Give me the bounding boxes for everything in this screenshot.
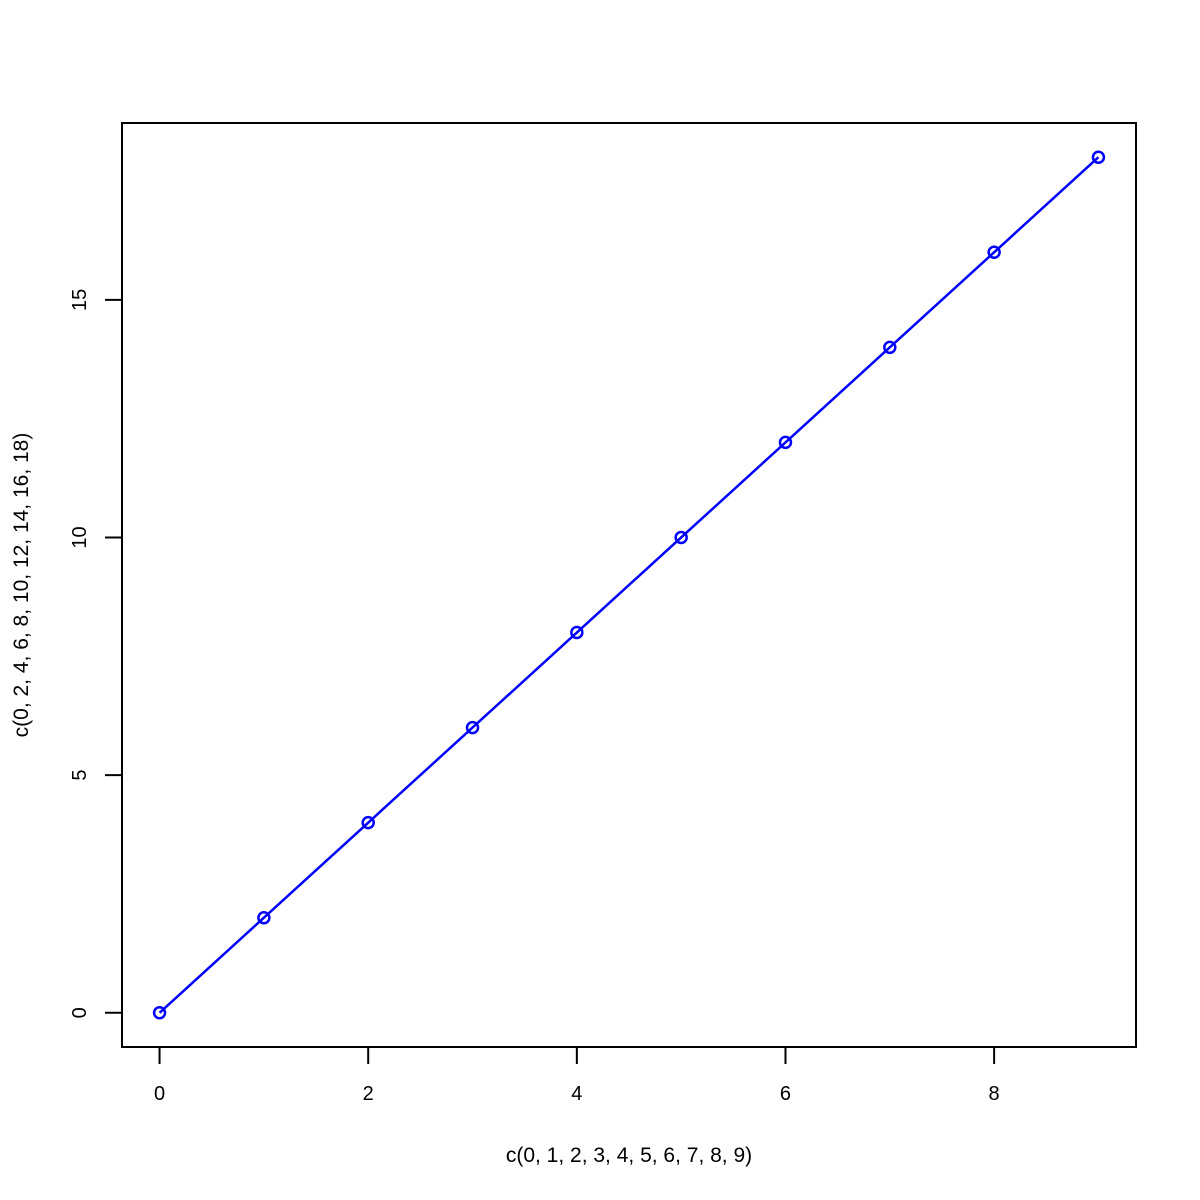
data-point [257,910,271,925]
data-point [987,245,1001,260]
y-tick-label: 15 [69,289,91,311]
x-tick-label: 2 [363,1083,374,1105]
data-point [570,625,584,640]
y-tick-label: 10 [69,526,91,548]
x-axis: 0 2 4 6 8 [154,1046,1000,1105]
data-point [778,435,793,450]
series-layer [152,150,1106,1020]
data-point [361,815,375,830]
x-axis-title: c(0, 1, 2, 3, 4, 5, 6, 7, 8, 9) [506,1144,752,1167]
series-line [158,156,1100,1014]
x-tick-label: 0 [154,1083,165,1105]
x-tick-label: 4 [571,1083,582,1105]
y-tick-label: 5 [69,770,91,781]
data-point [883,340,897,355]
x-tick-label: 8 [989,1083,1000,1105]
data-point [674,530,688,545]
y-axis: 0 5 10 15 [69,289,123,1018]
data-point [465,720,480,735]
data-point [152,1006,167,1020]
data-point [1091,150,1106,164]
y-axis-title: c(0, 2, 4, 6, 8, 10, 12, 14, 16, 18) [10,433,33,738]
y-tick-label: 0 [69,1007,91,1018]
x-tick-label: 6 [780,1083,791,1105]
